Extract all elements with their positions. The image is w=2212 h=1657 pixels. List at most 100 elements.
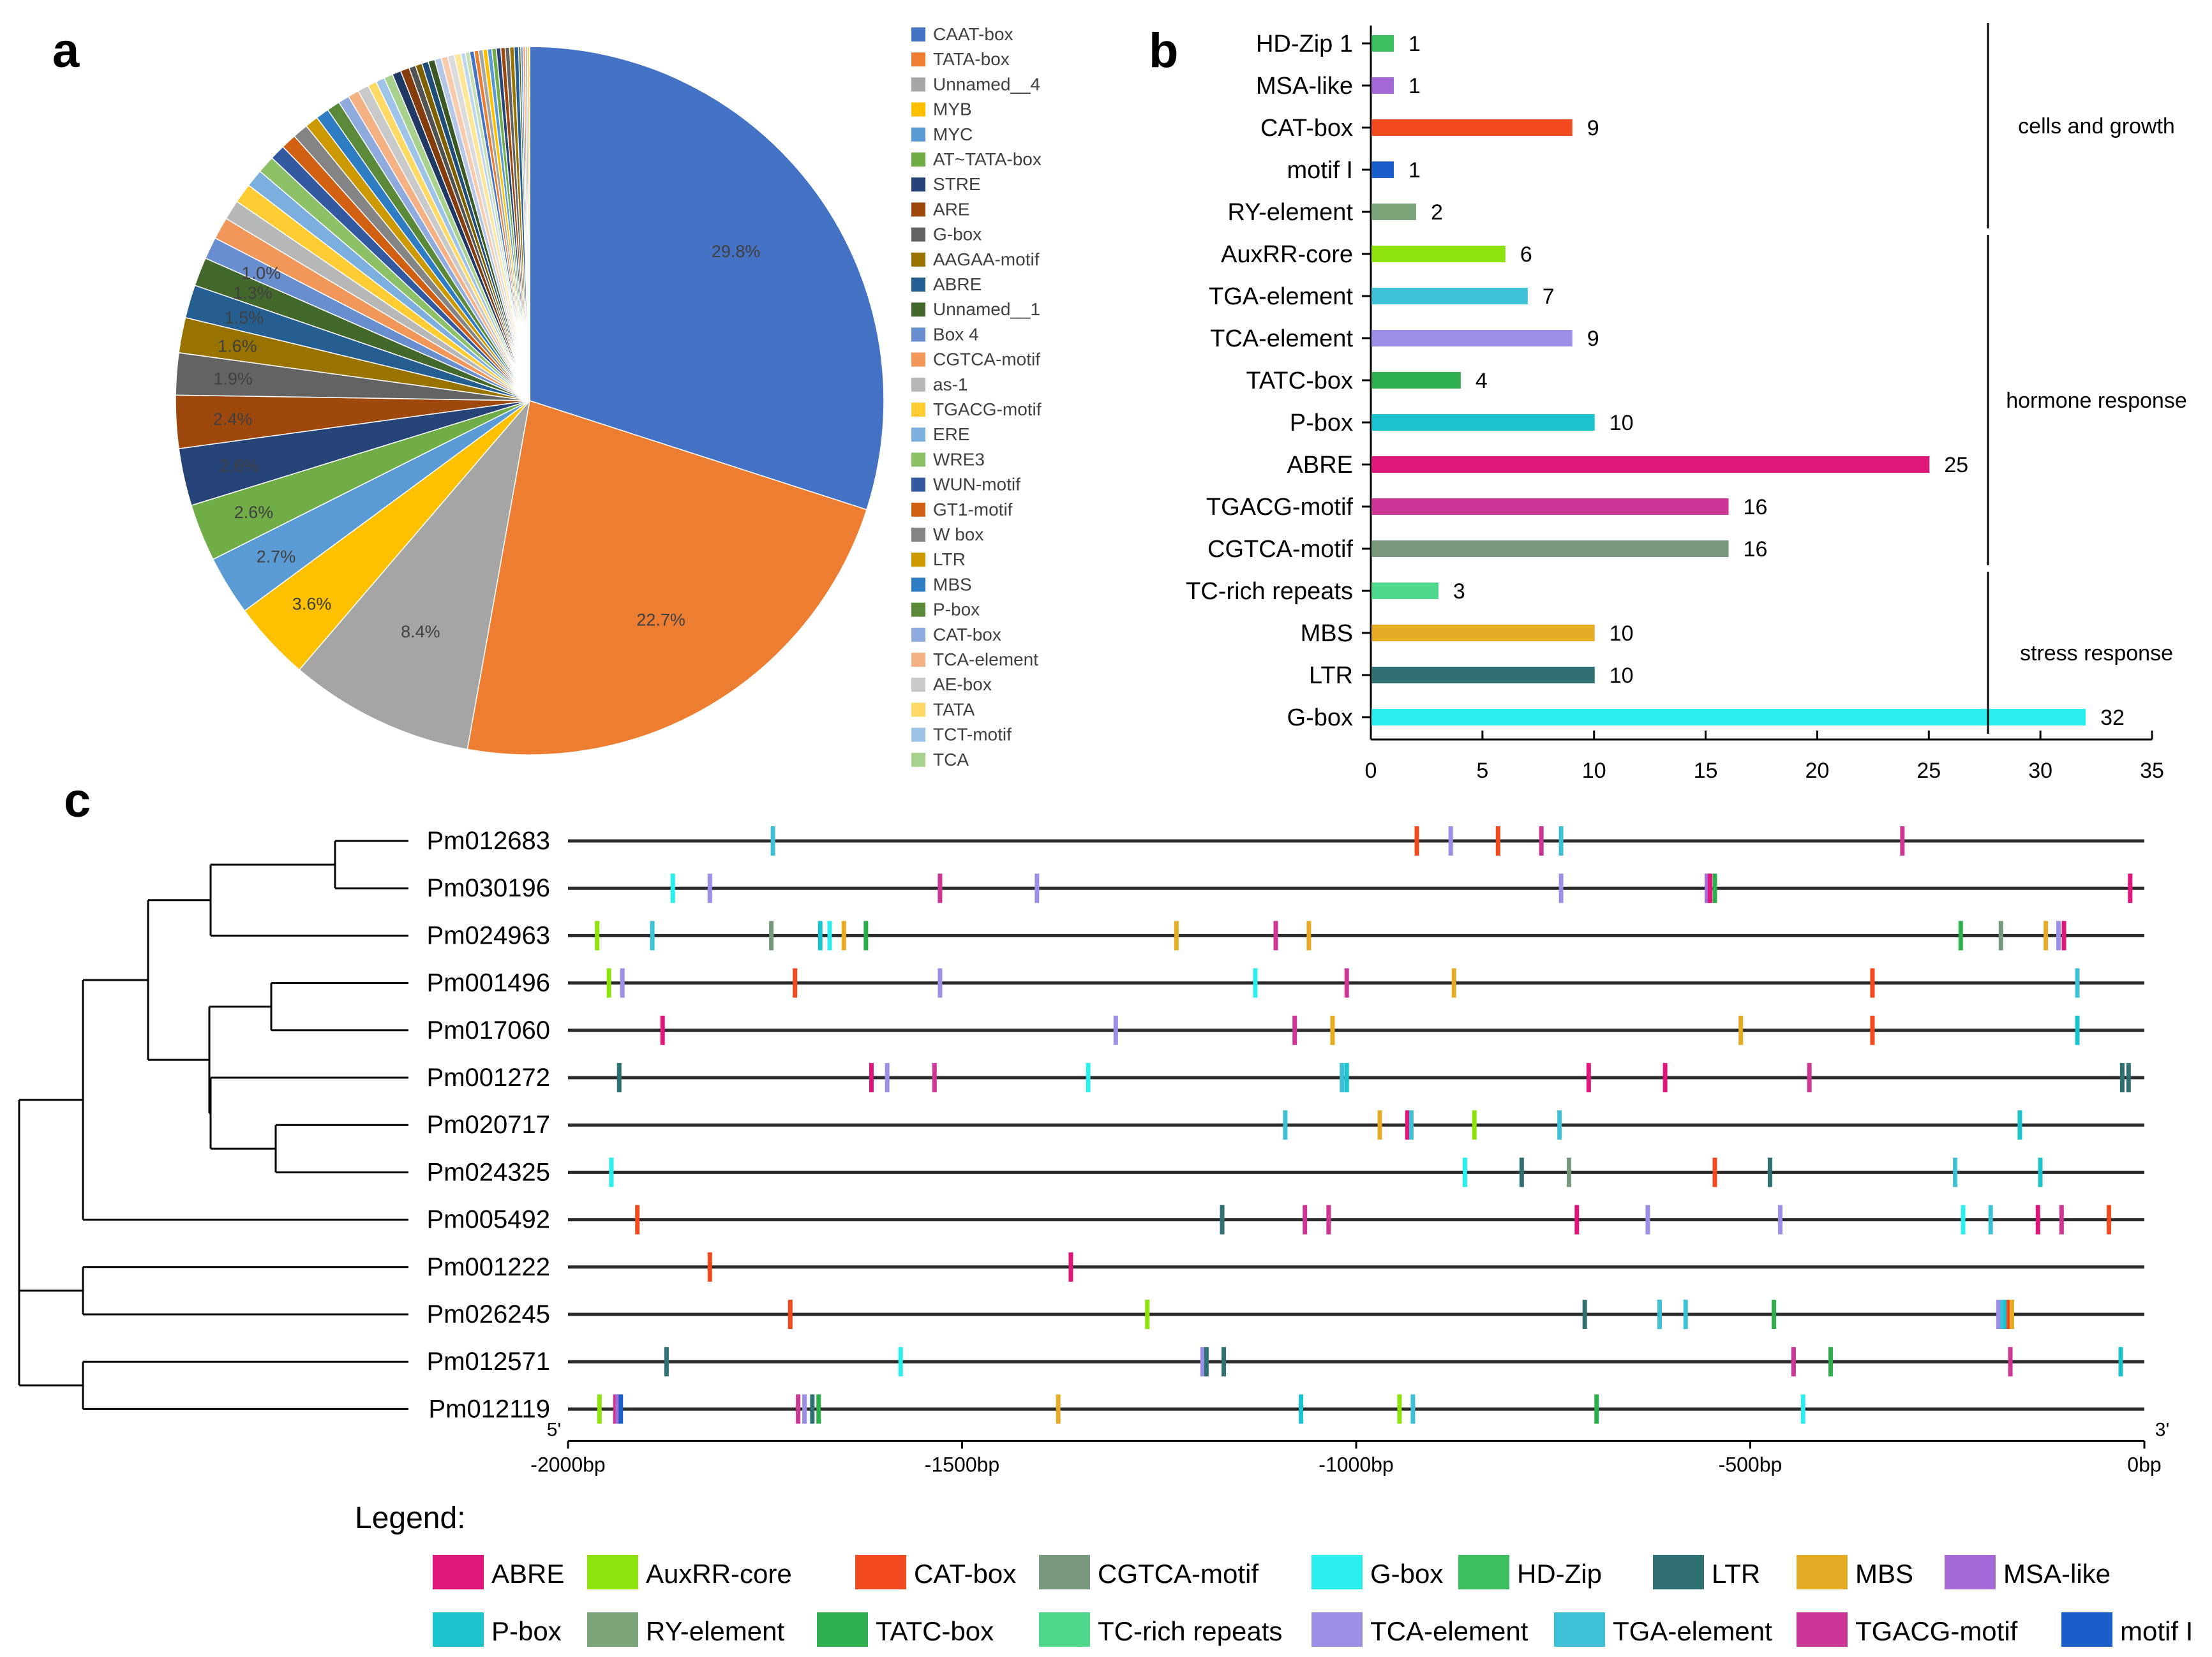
element-mark-ltr xyxy=(2126,1063,2131,1092)
pie-legend-swatch-gt1-motif xyxy=(911,502,925,517)
element-mark-tatc-box xyxy=(863,921,869,951)
element-mark-auxrr-core xyxy=(1397,1394,1402,1424)
bar-value-p-box: 10 xyxy=(1610,411,1634,435)
element-mark-auxrr-core xyxy=(1472,1110,1477,1140)
pie-data-label-g-box: 1.9% xyxy=(213,369,253,389)
element-mark-tca-element xyxy=(1777,1205,1782,1235)
element-mark-auxrr-core xyxy=(597,1394,602,1424)
legend-label-tc-rich-repeats: TC-rich repeats xyxy=(1098,1616,1282,1646)
bar-value-ry-element: 2 xyxy=(1431,200,1443,225)
promoter-element-map: Pm012683 Pm030196 Pm024963 Pm001496 Pm017060… xyxy=(18,826,2169,1476)
bar-value-cgtca-motif: 16 xyxy=(1744,537,1768,561)
legend-swatch-cat-box xyxy=(855,1555,906,1589)
legend-label-abre: ABRE xyxy=(491,1559,564,1589)
pie-data-label-stre: 2.6% xyxy=(220,456,259,475)
element-mark-cat-box xyxy=(2006,1300,2012,1329)
bar-hd-zip-1 xyxy=(1371,35,1394,52)
pie-legend-label-are: ARE xyxy=(933,199,970,219)
element-mark-tatc-box xyxy=(1594,1394,1599,1424)
element-mark-abre xyxy=(2061,921,2066,951)
pie-legend-label-mbs: MBS xyxy=(933,574,972,594)
legend-label-cat-box: CAT-box xyxy=(914,1559,1016,1589)
element-mark-tgacg-motif xyxy=(1807,1063,1812,1092)
bar-category-ltr: LTR xyxy=(1309,662,1353,689)
element-mark-tga-element xyxy=(1558,826,1564,856)
pie-legend: CAAT-box TATA-box Unnamed__4 MYB MYC AT~TATA-… xyxy=(911,24,1042,769)
pie-legend-label-tct-motif: TCT-motif xyxy=(933,725,1012,745)
gene-label-pm026245: Pm026245 xyxy=(427,1300,550,1328)
element-mark-cat-box xyxy=(788,1300,793,1329)
element-mark-mbs xyxy=(1377,1110,1382,1140)
pie-legend-swatch-box-4 xyxy=(911,327,925,342)
legend-label-hd-zip: HD-Zip xyxy=(1517,1559,1602,1589)
pie-data-label-myb: 3.6% xyxy=(292,594,332,613)
pie-legend-swatch-tct-motif xyxy=(911,727,925,742)
bar-cat-box xyxy=(1371,119,1573,136)
element-mark-p-box xyxy=(2003,1300,2008,1329)
legend-swatch-ry-element xyxy=(587,1612,638,1647)
element-mark-tga-element xyxy=(1953,1157,1958,1187)
pie-legend-label-box-4: Box 4 xyxy=(933,324,979,344)
gene-label-pm001222: Pm001222 xyxy=(427,1253,550,1281)
bar-value-tc-rich-repeats: 3 xyxy=(1453,579,1465,604)
bar-tca-element xyxy=(1371,330,1573,346)
gene-label-pm001272: Pm001272 xyxy=(427,1064,550,1092)
bar-value-auxrr-core: 6 xyxy=(1520,242,1532,267)
element-mark-tgacg-motif xyxy=(2059,1205,2064,1235)
bar-value-tatc-box: 4 xyxy=(1476,369,1488,393)
element-mark-cat-box xyxy=(1495,826,1500,856)
element-mark-abre xyxy=(1574,1205,1580,1235)
bar-ry-element xyxy=(1371,204,1416,220)
gene-label-pm012571: Pm012571 xyxy=(427,1348,550,1376)
bar-auxrr-core xyxy=(1371,246,1506,262)
pie-legend-swatch-w-box xyxy=(911,528,925,542)
bar-value-tgacg-motif: 16 xyxy=(1744,495,1768,519)
bar-msa-like xyxy=(1371,77,1394,94)
bar-chart: 0 5 10 15 20 25 30 35 HD-Zip 1 1 MSA-like 1 CAT-box 9… xyxy=(1186,23,2187,783)
legend-swatch-ltr xyxy=(1653,1555,1704,1589)
bar-value-cat-box: 9 xyxy=(1587,116,1599,140)
panel-label-b: b xyxy=(1149,24,1178,78)
bar-category-abre: ABRE xyxy=(1287,452,1353,479)
pie-legend-label-as-1: as-1 xyxy=(933,375,968,394)
legend-swatch-msa-like xyxy=(1945,1555,1996,1589)
element-mark-g-box xyxy=(1086,1063,1091,1092)
element-mark-abre xyxy=(1586,1063,1591,1092)
element-mark-mbs xyxy=(841,921,846,951)
element-mark-ltr xyxy=(1767,1157,1772,1187)
element-mark-tca-element xyxy=(2056,921,2061,951)
element-mark-tga-element xyxy=(650,921,655,951)
pie-legend-label-tgacg-motif: TGACG-motif xyxy=(933,399,1042,419)
bar-category-tga-element: TGA-element xyxy=(1209,283,1353,310)
legend-label-ry-element: RY-element xyxy=(646,1616,784,1646)
bar-x-tick-label-35: 35 xyxy=(2140,759,2164,783)
pie-legend-label-ae-box: AE-box xyxy=(933,674,992,694)
legend-swatch-auxrr-core xyxy=(587,1555,638,1589)
bar-x-tick-label-5: 5 xyxy=(1476,759,1488,783)
pie-legend-swatch-g-box xyxy=(911,227,925,242)
legend-label-mbs: MBS xyxy=(1855,1559,1913,1589)
five-prime-label: 5' xyxy=(547,1419,561,1440)
legend-swatch-tatc-box xyxy=(817,1612,868,1647)
element-mark-ltr xyxy=(664,1347,669,1377)
pie-data-label-are: 2.4% xyxy=(213,410,253,429)
pie-legend-swatch-caat-box xyxy=(911,27,925,41)
element-mark-tga-element xyxy=(1409,1110,1414,1140)
element-mark-tga-element xyxy=(2000,1300,2005,1329)
bar-value-g-box: 32 xyxy=(2100,706,2125,730)
element-mark-cat-box xyxy=(635,1205,640,1235)
pie-legend-swatch-tata-box xyxy=(911,52,925,67)
element-mark-p-box xyxy=(1344,1063,1349,1092)
pie-legend-label-gt1-motif: GT1-motif xyxy=(933,500,1013,519)
element-mark-ltr xyxy=(1204,1347,1209,1377)
element-mark-motif-i xyxy=(618,1394,624,1424)
element-mark-tatc-box xyxy=(1828,1347,1833,1377)
element-legend: Legend: ABRE AuxRR-core CAT-box CGTCA-motif G… xyxy=(355,1501,2193,1647)
element-mark-g-box xyxy=(1800,1394,1805,1424)
element-mark-tatc-box xyxy=(1712,873,1717,903)
pie-legend-label-aagaa-motif: AAGAA-motif xyxy=(933,249,1040,269)
pie-legend-label-ltr: LTR xyxy=(933,549,966,569)
bar-value-ltr: 10 xyxy=(1610,664,1634,688)
element-mark-g-box xyxy=(670,873,675,903)
pie-legend-swatch-wre3 xyxy=(911,452,925,467)
